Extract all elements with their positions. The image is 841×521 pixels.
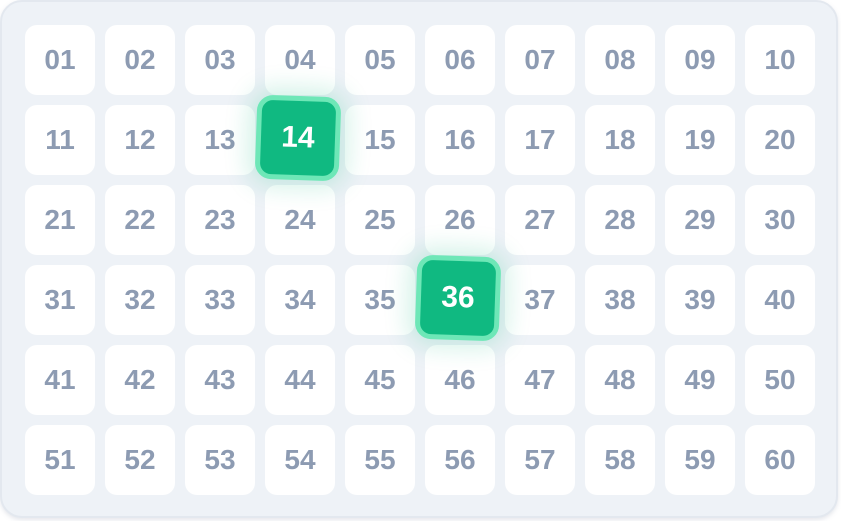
number-cell-selected[interactable]: 36 <box>414 254 502 342</box>
number-cell[interactable]: 03 <box>185 25 255 95</box>
number-cell[interactable]: 11 <box>25 105 95 175</box>
number-cell[interactable]: 17 <box>505 105 575 175</box>
number-cell[interactable]: 41 <box>25 345 95 415</box>
number-cell[interactable]: 60 <box>745 425 815 495</box>
number-cell[interactable]: 31 <box>25 265 95 335</box>
number-cell[interactable]: 29 <box>665 185 735 255</box>
number-cell[interactable]: 06 <box>425 25 495 95</box>
number-cell[interactable]: 45 <box>345 345 415 415</box>
number-cell[interactable]: 28 <box>585 185 655 255</box>
number-cell[interactable]: 10 <box>745 25 815 95</box>
number-cell[interactable]: 16 <box>425 105 495 175</box>
number-cell[interactable]: 52 <box>105 425 175 495</box>
number-cell[interactable]: 05 <box>345 25 415 95</box>
number-cell[interactable]: 04 <box>265 25 335 95</box>
number-cell[interactable]: 25 <box>345 185 415 255</box>
number-cell[interactable]: 38 <box>585 265 655 335</box>
number-cell[interactable]: 20 <box>745 105 815 175</box>
number-cell[interactable]: 32 <box>105 265 175 335</box>
number-cell[interactable]: 02 <box>105 25 175 95</box>
number-cell[interactable]: 50 <box>745 345 815 415</box>
number-cell[interactable]: 22 <box>105 185 175 255</box>
number-cell[interactable]: 33 <box>185 265 255 335</box>
number-cell[interactable]: 07 <box>505 25 575 95</box>
number-cell[interactable]: 56 <box>425 425 495 495</box>
number-cell[interactable]: 42 <box>105 345 175 415</box>
number-cell-selected[interactable]: 14 <box>254 94 342 182</box>
number-cell[interactable]: 40 <box>745 265 815 335</box>
number-cell[interactable]: 27 <box>505 185 575 255</box>
number-cell[interactable]: 23 <box>185 185 255 255</box>
number-cell[interactable]: 01 <box>25 25 95 95</box>
number-cell[interactable]: 47 <box>505 345 575 415</box>
number-cell[interactable]: 51 <box>25 425 95 495</box>
number-cell[interactable]: 08 <box>585 25 655 95</box>
number-cell[interactable]: 18 <box>585 105 655 175</box>
number-cell[interactable]: 37 <box>505 265 575 335</box>
number-cell[interactable]: 55 <box>345 425 415 495</box>
number-cell[interactable]: 30 <box>745 185 815 255</box>
number-cell[interactable]: 57 <box>505 425 575 495</box>
number-cell[interactable]: 09 <box>665 25 735 95</box>
number-cell[interactable]: 44 <box>265 345 335 415</box>
number-cell[interactable]: 59 <box>665 425 735 495</box>
number-cell[interactable]: 39 <box>665 265 735 335</box>
number-cell[interactable]: 46 <box>425 345 495 415</box>
number-cell[interactable]: 58 <box>585 425 655 495</box>
number-cell[interactable]: 48 <box>585 345 655 415</box>
number-cell[interactable]: 35 <box>345 265 415 335</box>
number-cell[interactable]: 43 <box>185 345 255 415</box>
number-cell[interactable]: 34 <box>265 265 335 335</box>
number-cell[interactable]: 54 <box>265 425 335 495</box>
number-cell[interactable]: 21 <box>25 185 95 255</box>
number-cell[interactable]: 12 <box>105 105 175 175</box>
number-cell[interactable]: 19 <box>665 105 735 175</box>
number-cell[interactable]: 26 <box>425 185 495 255</box>
number-cell[interactable]: 15 <box>345 105 415 175</box>
number-cell[interactable]: 49 <box>665 345 735 415</box>
number-cell[interactable]: 53 <box>185 425 255 495</box>
number-cell[interactable]: 24 <box>265 185 335 255</box>
number-cell[interactable]: 13 <box>185 105 255 175</box>
